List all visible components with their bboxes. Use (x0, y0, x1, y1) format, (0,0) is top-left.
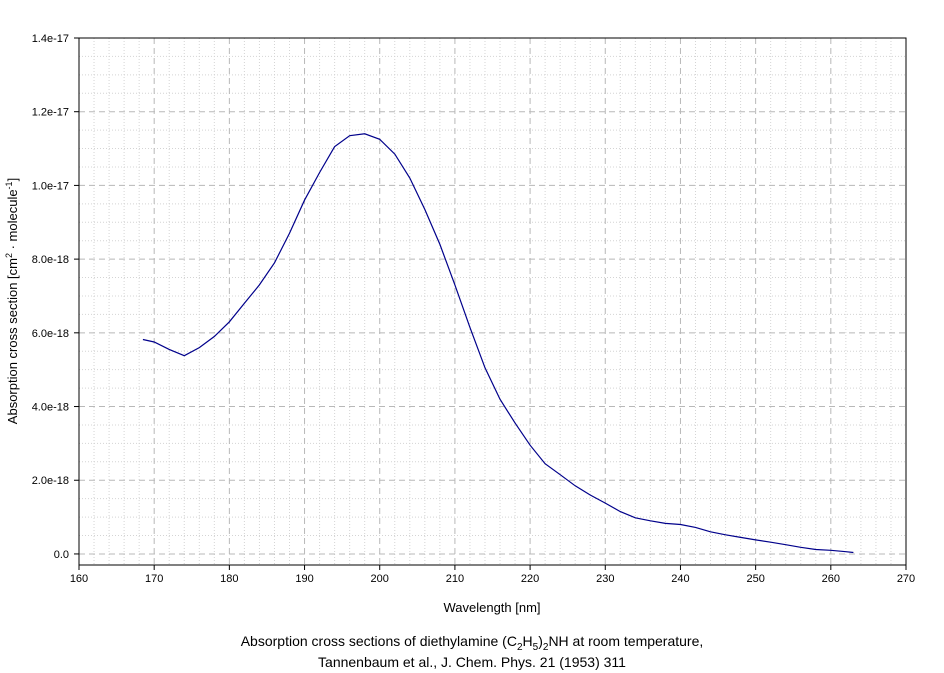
plot-area (79, 38, 906, 565)
series-line (142, 133, 854, 554)
x-tick-label: 260 (822, 573, 840, 585)
y-tick-label: 1.2e-17 (32, 107, 69, 119)
x-axis-ticks: 160 170 180 190 200 210 220 230 240 250 260 270 (70, 565, 915, 585)
x-tick-label: 210 (446, 573, 464, 585)
x-tick-label: 220 (521, 573, 539, 585)
x-tick-label: 190 (295, 573, 313, 585)
x-tick-label: 250 (746, 573, 764, 585)
x-tick-label: 230 (596, 573, 614, 585)
x-tick-label: 170 (145, 573, 163, 585)
x-tick-label: 270 (897, 573, 915, 585)
y-axis-label: Absorption cross section [cm2 · molecule… (4, 178, 20, 424)
y-tick-label: 6.0e-18 (32, 328, 69, 340)
x-tick-label: 240 (671, 573, 689, 585)
y-tick-label: 2.0e-18 (32, 475, 69, 487)
y-tick-label: 0.0 (54, 549, 69, 561)
plot-frame (78, 37, 907, 566)
y-axis-ticks: 0.0 2.0e-18 4.0e-18 6.0e-18 8.0e-18 1.0e-17 1.… (32, 33, 79, 561)
grid (78, 37, 907, 565)
caption-line-1: Absorption cross sections of diethylamin… (240, 633, 704, 653)
y-tick-label: 1.4e-17 (32, 33, 69, 45)
caption-line-2: Tannenbaum et al., J. Chem. Phys. 21 (19… (318, 654, 626, 670)
x-tick-label: 180 (220, 573, 238, 585)
y-tick-label: 8.0e-18 (32, 254, 69, 266)
x-tick-label: 160 (70, 573, 88, 585)
x-tick-label: 200 (371, 573, 389, 585)
y-tick-label: 4.0e-18 (32, 402, 69, 414)
x-axis-label: Wavelength [nm] (443, 600, 540, 615)
y-tick-label: 1.0e-17 (32, 180, 69, 192)
chart: 160 170 180 190 200 210 220 230 240 250 260 270 0.0… (4, 33, 915, 615)
